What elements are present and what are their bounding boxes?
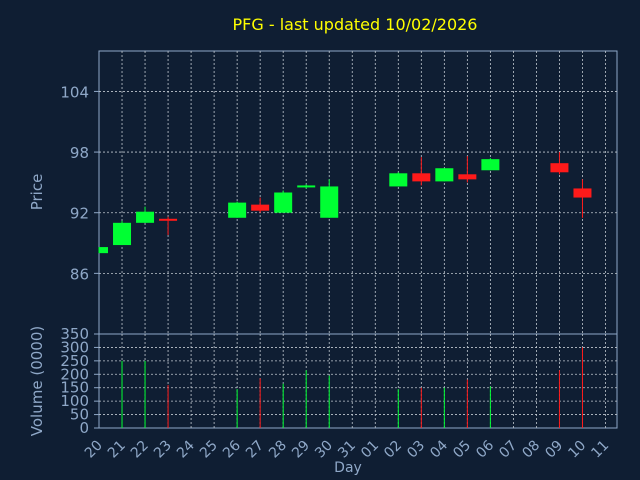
price-tick-label: 86 xyxy=(70,265,89,283)
x-tick-label: 28 xyxy=(266,438,290,462)
volume-tick-label: 350 xyxy=(60,325,89,343)
candle-body xyxy=(389,173,408,187)
x-tick-label: 31 xyxy=(335,438,359,462)
candle-body xyxy=(435,168,454,182)
x-tick-label: 24 xyxy=(174,437,198,461)
x-tick-label: 26 xyxy=(220,437,244,461)
volume-bars xyxy=(121,347,583,428)
price-tick-labels: 86 92 98 104 xyxy=(60,83,89,283)
x-tick-label: 25 xyxy=(197,438,221,462)
candle-body xyxy=(458,174,477,180)
volume-panel-frame xyxy=(98,333,618,429)
volume-tick-label: 0 xyxy=(79,419,89,437)
candle-body xyxy=(274,192,293,213)
candle-body xyxy=(228,202,247,218)
candle-body xyxy=(320,186,339,218)
candle-body xyxy=(113,222,132,246)
x-tick-label: 21 xyxy=(105,438,129,462)
x-tick-label: 11 xyxy=(588,438,612,462)
x-tick-label: 22 xyxy=(128,438,152,462)
volume-tick-label: 300 xyxy=(60,338,89,356)
price-tick-label: 98 xyxy=(70,144,89,162)
x-tick-label: 29 xyxy=(289,438,313,462)
candle-body xyxy=(159,218,178,221)
x-tick-label: 08 xyxy=(519,438,543,462)
candle-body xyxy=(481,159,500,171)
candles xyxy=(98,152,592,254)
volume-tick-label: 200 xyxy=(60,365,89,383)
x-tick-label: 23 xyxy=(151,438,175,462)
price-tick-label: 104 xyxy=(60,83,89,101)
price-tick-label: 92 xyxy=(70,205,89,223)
y-axis-label-price: Price xyxy=(28,174,46,211)
x-axis-label: Day xyxy=(334,460,362,476)
x-tick-label: 06 xyxy=(473,437,497,461)
x-tick-label: 09 xyxy=(542,438,566,462)
x-tick-label: 07 xyxy=(496,438,520,462)
volume-tick-label: 50 xyxy=(70,406,89,424)
x-tick-label: 02 xyxy=(381,438,405,462)
candle-body xyxy=(573,188,592,198)
x-tick-labels: 20 21 22 23 24 25 26 27 28 29 30 31 01 02 03 04 05 06 07 08… xyxy=(82,437,612,461)
volume-tick-label: 100 xyxy=(60,392,89,410)
y-axis-label-volume: Volume (0000) xyxy=(28,326,46,436)
x-tick-label: 05 xyxy=(450,438,474,462)
volume-tick-label: 250 xyxy=(60,352,89,370)
x-tick-label: 01 xyxy=(358,438,382,462)
candle-body xyxy=(550,163,569,173)
candle-body xyxy=(99,247,108,254)
candle-body xyxy=(412,173,431,182)
price-grid xyxy=(94,51,617,334)
x-tick-label: 20 xyxy=(82,438,106,462)
price-panel-frame xyxy=(98,50,618,335)
candle-body xyxy=(297,185,316,188)
x-tick-label: 27 xyxy=(243,438,267,462)
volume-grid xyxy=(94,333,617,429)
candle-body xyxy=(136,211,155,223)
x-tick-label: 30 xyxy=(312,438,336,462)
x-tick-label: 10 xyxy=(565,438,589,462)
x-tick-label: 04 xyxy=(427,437,451,461)
volume-tick-label: 150 xyxy=(60,379,89,397)
chart-title: PFG - last updated 10/02/2026 xyxy=(233,15,478,34)
x-tick-label: 03 xyxy=(404,438,428,462)
candle-body xyxy=(251,204,270,211)
